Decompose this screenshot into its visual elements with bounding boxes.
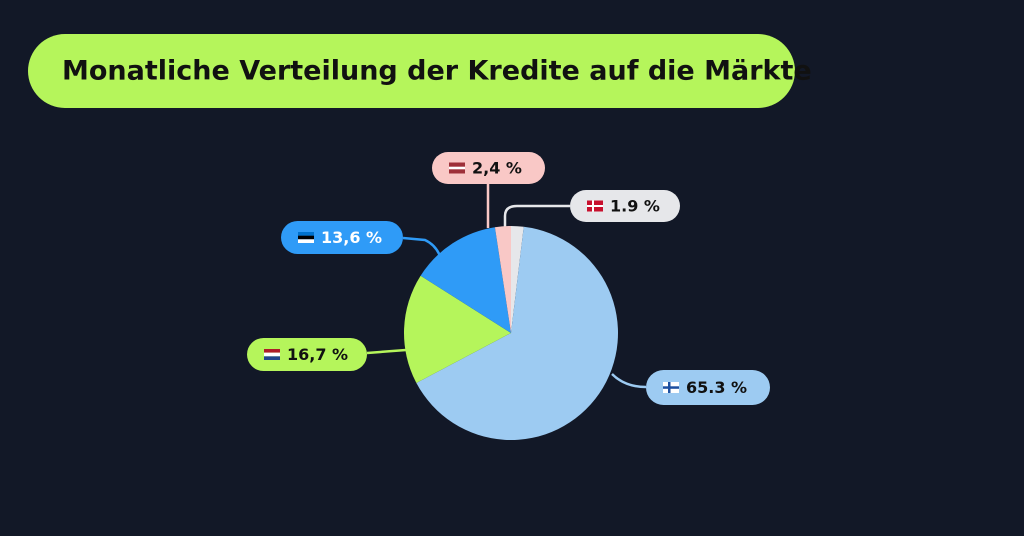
label-pill <box>432 152 545 184</box>
flag-part <box>298 232 314 236</box>
value-label: 2,4 % <box>472 159 522 178</box>
flag-part <box>298 239 314 243</box>
label-pill <box>247 338 367 371</box>
flag-part <box>587 205 603 207</box>
pie-slice <box>404 275 511 383</box>
value-label: 16,7 % <box>287 345 348 364</box>
flag-part <box>264 356 280 360</box>
flag-part <box>663 386 679 389</box>
title-pill <box>28 34 795 108</box>
flag-icon <box>663 382 679 393</box>
leader-line <box>611 373 647 389</box>
flag-part <box>449 166 465 170</box>
flag-part <box>264 349 280 353</box>
flag-icon <box>449 162 465 174</box>
leader-line <box>366 348 407 355</box>
label-pill <box>646 370 770 405</box>
label-pill <box>281 221 403 254</box>
flag-icon <box>587 200 603 212</box>
value-label: 13,6 % <box>321 228 382 247</box>
flag-part <box>264 352 280 357</box>
value-label: 65.3 % <box>686 378 747 397</box>
label-pill <box>570 190 680 222</box>
chart-title: Monatliche Verteilung der Kredite auf di… <box>62 56 812 87</box>
pie-slice <box>420 227 511 333</box>
pie-slice <box>494 226 511 333</box>
leader-line <box>503 204 570 228</box>
pie-slice <box>511 226 524 333</box>
flag-icon <box>264 349 280 360</box>
flag-icon <box>298 232 314 243</box>
flag-part <box>298 235 314 240</box>
value-label: 1.9 % <box>610 197 660 216</box>
pie-slice <box>416 226 618 440</box>
